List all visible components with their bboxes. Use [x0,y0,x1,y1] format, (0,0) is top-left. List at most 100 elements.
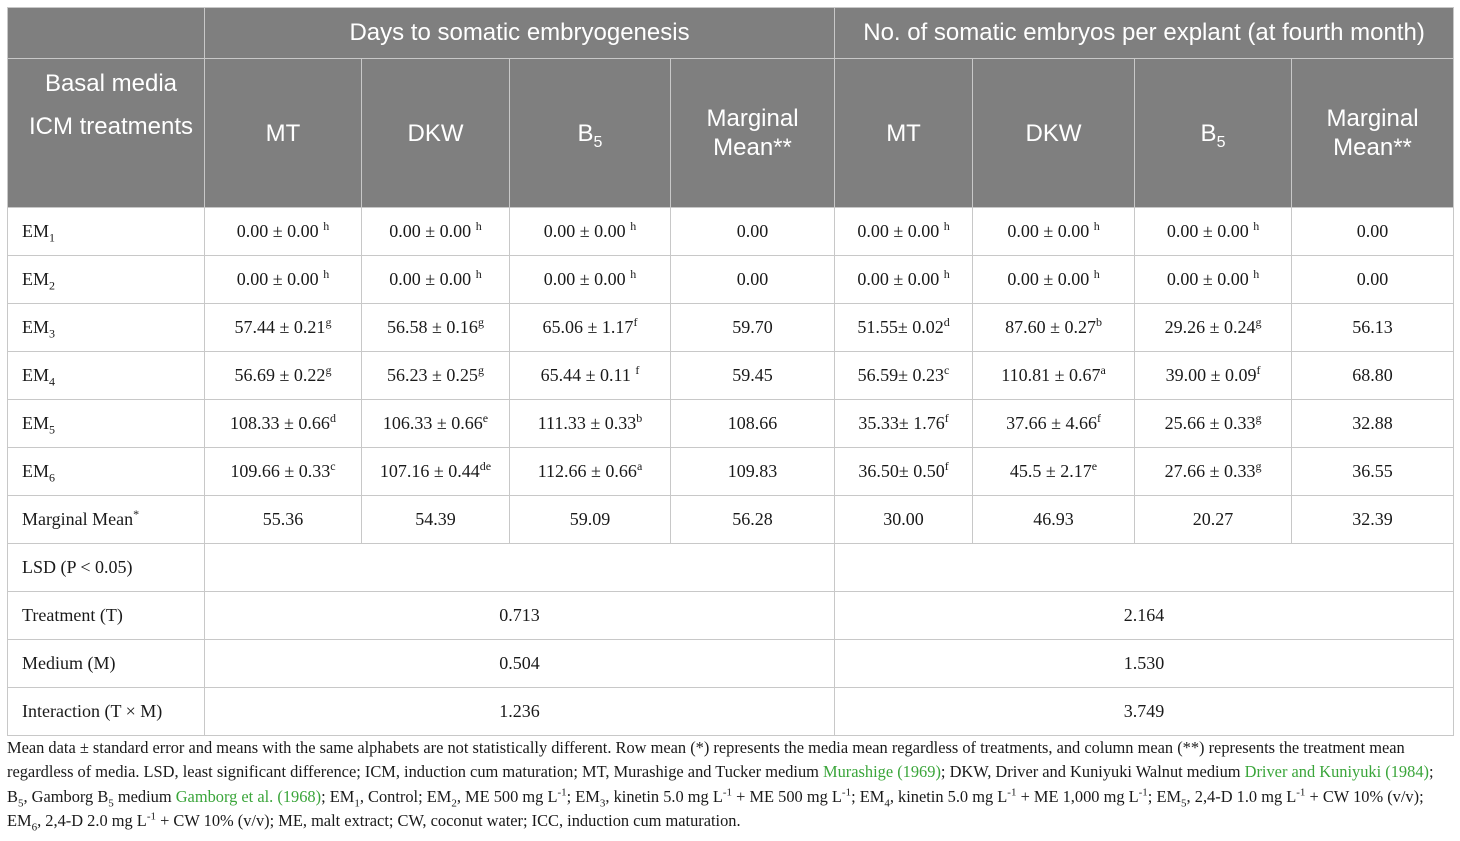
lsd-row: Treatment (T) 0.713 2.164 [7,591,1455,640]
significance-letter: f [633,315,638,329]
table-row: EM4 56.69 ± 0.22g 56.23 ± 0.25g 65.44 ± 0.1… [7,351,1455,400]
row-label: Medium (M) [7,639,205,688]
table-cell: 0.00 ± 0.00 h [972,207,1136,256]
table-cell: 59.45 [669,351,836,400]
row-label: EM4 [7,351,205,400]
table-cell: 87.60 ± 0.27b [972,303,1136,352]
table-cell: 0.00 [669,207,836,256]
row-label: EM2 [7,255,205,304]
table-cell: 0.00 ± 0.00 h [509,255,671,304]
significance-letter: f [1256,363,1261,377]
row-label: Treatment (T) [7,591,205,640]
significance-letter: d [943,315,950,329]
significance-letter: g [477,315,484,329]
table-cell: 109.83 [669,447,836,496]
significance-letter: f [944,459,949,473]
significance-letter: c [944,363,950,377]
table-cell: 0.00 [1291,207,1455,256]
significance-letter: h [630,219,637,233]
significance-letter: h [475,267,482,281]
row-label: EM5 [7,399,205,448]
significance-letter: e [1091,459,1098,473]
table-cell: 0.00 ± 0.00 h [834,207,974,256]
table-cell: 25.66 ± 0.33g [1134,399,1293,448]
table-cell: 20.27 [1134,495,1293,544]
table-cell: 108.66 [669,399,836,448]
table-cell: 56.28 [669,495,836,544]
significance-letter: b [636,411,643,425]
col-header-b5: B5 [509,58,671,208]
table-row: EM5 108.33 ± 0.66d 106.33 ± 0.66e 111.33 ± … [7,399,1455,448]
header-empty-corner [7,7,205,59]
significance-letter: h [1093,267,1100,281]
significance-letter: g [1255,315,1262,329]
table-cell: 56.13 [1291,303,1455,352]
table-cell: 2.164 [834,591,1455,640]
significance-letter: e [482,411,489,425]
table-cell: 3.749 [834,687,1455,736]
significance-letter: a [1100,363,1106,377]
table-cell: 32.88 [1291,399,1455,448]
reference-link-murashige[interactable]: Murashige (1969) [823,762,941,782]
lsd-title: LSD (P < 0.05) [7,543,205,592]
corner-basal-media: Basal media [44,70,178,97]
significance-letter: f [1096,411,1101,425]
table-cell: 0.00 [1291,255,1455,304]
table-cell: 37.66 ± 4.66f [972,399,1136,448]
significance-letter: f [635,363,640,377]
significance-letter: h [475,219,482,233]
col-header-dkw: DKW [361,58,510,208]
table-cell: 36.50± 0.50f [834,447,974,496]
table-cell: 0.00 ± 0.00 h [1134,207,1293,256]
table-cell: 30.00 [834,495,974,544]
reference-link-gamborg[interactable]: Gamborg et al. (1968) [175,786,322,806]
group-header-days: Days to somatic embryogenesis [203,7,836,59]
significance-letter: g [325,315,332,329]
table-cell: 35.33± 1.76f [834,399,974,448]
significance-letter: a [636,459,643,473]
table-cell: 106.33 ± 0.66e [361,399,510,448]
table-cell: 55.36 [204,495,362,544]
table-row: EM1 0.00 ± 0.00 h 0.00 ± 0.00 h 0.00 ± 0.00… [7,207,1455,256]
table-row: EM3 57.44 ± 0.21g 56.58 ± 0.16g 65.06 ± 1.1… [7,303,1455,352]
col-header-mt-2: MT [834,58,974,208]
table-cell: 65.44 ± 0.11 f [509,351,671,400]
table-cell: 109.66 ± 0.33c [204,447,362,496]
table-cell: 45.5 ± 2.17e [972,447,1136,496]
row-label: Marginal Mean* [7,495,205,544]
header-column-row: Basal media ICM treatments MT DKW B5 Mar… [7,58,1455,208]
table-cell: 29.26 ± 0.24g [1134,303,1293,352]
table-cell: 56.58 ± 0.16g [361,303,510,352]
table-cell: 0.00 ± 0.00 h [204,255,362,304]
table-cell: 0.00 ± 0.00 h [834,255,974,304]
table-cell: 107.16 ± 0.44de [361,447,510,496]
significance-letter: h [1253,219,1260,233]
table-cell: 54.39 [361,495,510,544]
table-cell: 0.00 ± 0.00 h [509,207,671,256]
table-cell: 110.81 ± 0.67a [972,351,1136,400]
reference-link-driver-kuniyuki[interactable]: Driver and Kuniyuki (1984) [1244,762,1429,782]
significance-letter: h [943,267,950,281]
row-label: EM3 [7,303,205,352]
significance-letter: h [1093,219,1100,233]
table-cell: 27.66 ± 0.33g [1134,447,1293,496]
table-cell: 57.44 ± 0.21g [204,303,362,352]
significance-letter: h [323,219,330,233]
table-cell: 1.236 [203,687,836,736]
marginal-mean-row: Marginal Mean* 55.36 54.39 59.09 56.28 30.00 4… [7,495,1455,544]
significance-letter: h [943,219,950,233]
results-table-container: Days to somatic embryogenesis No. of som… [7,7,1455,736]
table-cell: 39.00 ± 0.09f [1134,351,1293,400]
significance-letter: f [944,411,949,425]
table-cell [203,543,836,592]
table-cell: 0.00 ± 0.00 h [972,255,1136,304]
corner-header: Basal media ICM treatments [7,58,205,208]
lsd-row: Interaction (T × M) 1.236 3.749 [7,687,1455,736]
table-cell: 36.55 [1291,447,1455,496]
row-label: EM6 [7,447,205,496]
table-cell: 0.00 ± 0.00 h [1134,255,1293,304]
table-cell: 0.504 [203,639,836,688]
header-group-row: Days to somatic embryogenesis No. of som… [7,7,1455,59]
col-header-b5-2: B5 [1134,58,1293,208]
table-cell: 0.00 ± 0.00 h [361,207,510,256]
